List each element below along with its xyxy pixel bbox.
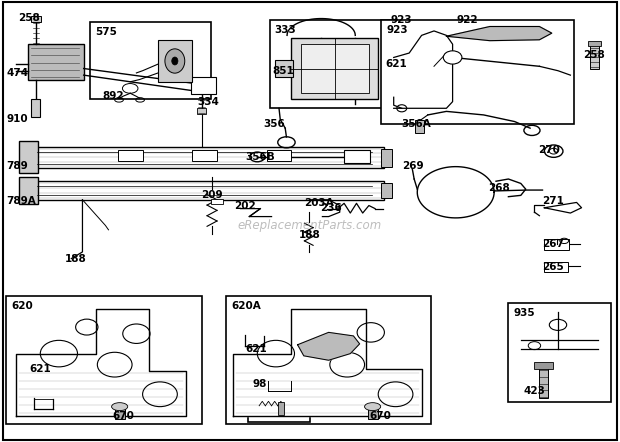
Bar xyxy=(19,177,38,204)
Bar xyxy=(267,150,291,161)
Bar xyxy=(291,38,378,99)
Ellipse shape xyxy=(165,49,185,73)
Bar xyxy=(6,296,202,424)
Text: 271: 271 xyxy=(542,196,564,206)
Polygon shape xyxy=(16,309,186,416)
Text: 621: 621 xyxy=(386,59,407,69)
Bar xyxy=(34,181,384,200)
Text: 269: 269 xyxy=(402,161,423,171)
Text: 270: 270 xyxy=(538,145,560,155)
Bar xyxy=(534,362,553,369)
Bar xyxy=(19,141,38,173)
Text: 789A: 789A xyxy=(6,196,36,206)
Text: 851: 851 xyxy=(273,66,294,76)
Text: 670: 670 xyxy=(369,412,391,421)
Bar xyxy=(158,40,192,82)
Bar xyxy=(508,303,611,402)
Ellipse shape xyxy=(112,403,128,411)
Bar xyxy=(381,20,574,124)
Text: 356: 356 xyxy=(264,119,285,129)
Ellipse shape xyxy=(443,51,462,64)
Polygon shape xyxy=(298,332,360,360)
Polygon shape xyxy=(232,309,422,416)
Bar xyxy=(381,183,392,198)
Bar xyxy=(118,150,143,161)
Text: 923: 923 xyxy=(386,25,408,35)
Text: 892: 892 xyxy=(102,91,124,101)
Bar xyxy=(275,60,293,77)
Bar xyxy=(539,366,548,398)
Bar xyxy=(197,108,206,114)
Text: 423: 423 xyxy=(524,386,546,396)
Text: 575: 575 xyxy=(95,27,117,38)
Bar xyxy=(588,41,601,46)
Text: 670: 670 xyxy=(113,412,135,421)
Bar xyxy=(115,407,125,419)
Bar xyxy=(192,150,217,161)
Text: 621: 621 xyxy=(245,344,267,354)
Text: 333: 333 xyxy=(275,25,296,35)
Bar xyxy=(415,120,424,133)
Bar xyxy=(31,99,40,117)
Ellipse shape xyxy=(172,57,178,65)
Text: 265: 265 xyxy=(542,263,564,272)
Bar xyxy=(544,262,568,272)
Text: 620A: 620A xyxy=(231,301,261,312)
Bar xyxy=(381,149,392,167)
Bar xyxy=(28,44,84,80)
Text: 356B: 356B xyxy=(245,152,275,162)
Text: 789: 789 xyxy=(6,161,28,171)
Text: 923: 923 xyxy=(391,15,412,25)
Ellipse shape xyxy=(365,403,381,411)
Bar xyxy=(278,402,284,415)
Bar xyxy=(301,44,369,93)
Text: 203A: 203A xyxy=(304,198,334,208)
Text: 621: 621 xyxy=(30,364,51,374)
Text: 188: 188 xyxy=(65,254,87,263)
Text: 356A: 356A xyxy=(402,119,432,129)
Bar xyxy=(344,150,370,163)
Bar xyxy=(211,199,223,204)
Text: eReplacementParts.com: eReplacementParts.com xyxy=(238,219,382,232)
Bar xyxy=(590,43,599,69)
Text: 334: 334 xyxy=(197,97,219,107)
Text: 935: 935 xyxy=(513,308,535,318)
Text: 620: 620 xyxy=(11,301,33,312)
Text: 267: 267 xyxy=(542,239,564,249)
Bar xyxy=(191,77,216,94)
Text: 258: 258 xyxy=(19,13,40,23)
Text: 268: 268 xyxy=(489,183,510,193)
Text: 910: 910 xyxy=(6,114,28,124)
Text: 474: 474 xyxy=(6,68,29,78)
Text: 258: 258 xyxy=(583,50,604,60)
Bar xyxy=(544,239,569,250)
Bar xyxy=(368,407,378,419)
Polygon shape xyxy=(446,27,552,41)
Bar xyxy=(34,147,384,168)
Bar xyxy=(90,22,211,99)
Bar xyxy=(31,16,41,22)
Bar xyxy=(248,373,310,422)
Bar xyxy=(270,20,397,108)
Bar xyxy=(226,296,431,424)
Text: 188: 188 xyxy=(299,230,321,240)
Text: 202: 202 xyxy=(234,201,256,210)
Text: 98: 98 xyxy=(253,379,267,389)
Text: 236: 236 xyxy=(321,203,342,213)
Text: 922: 922 xyxy=(457,15,479,25)
Text: 209: 209 xyxy=(202,191,223,200)
